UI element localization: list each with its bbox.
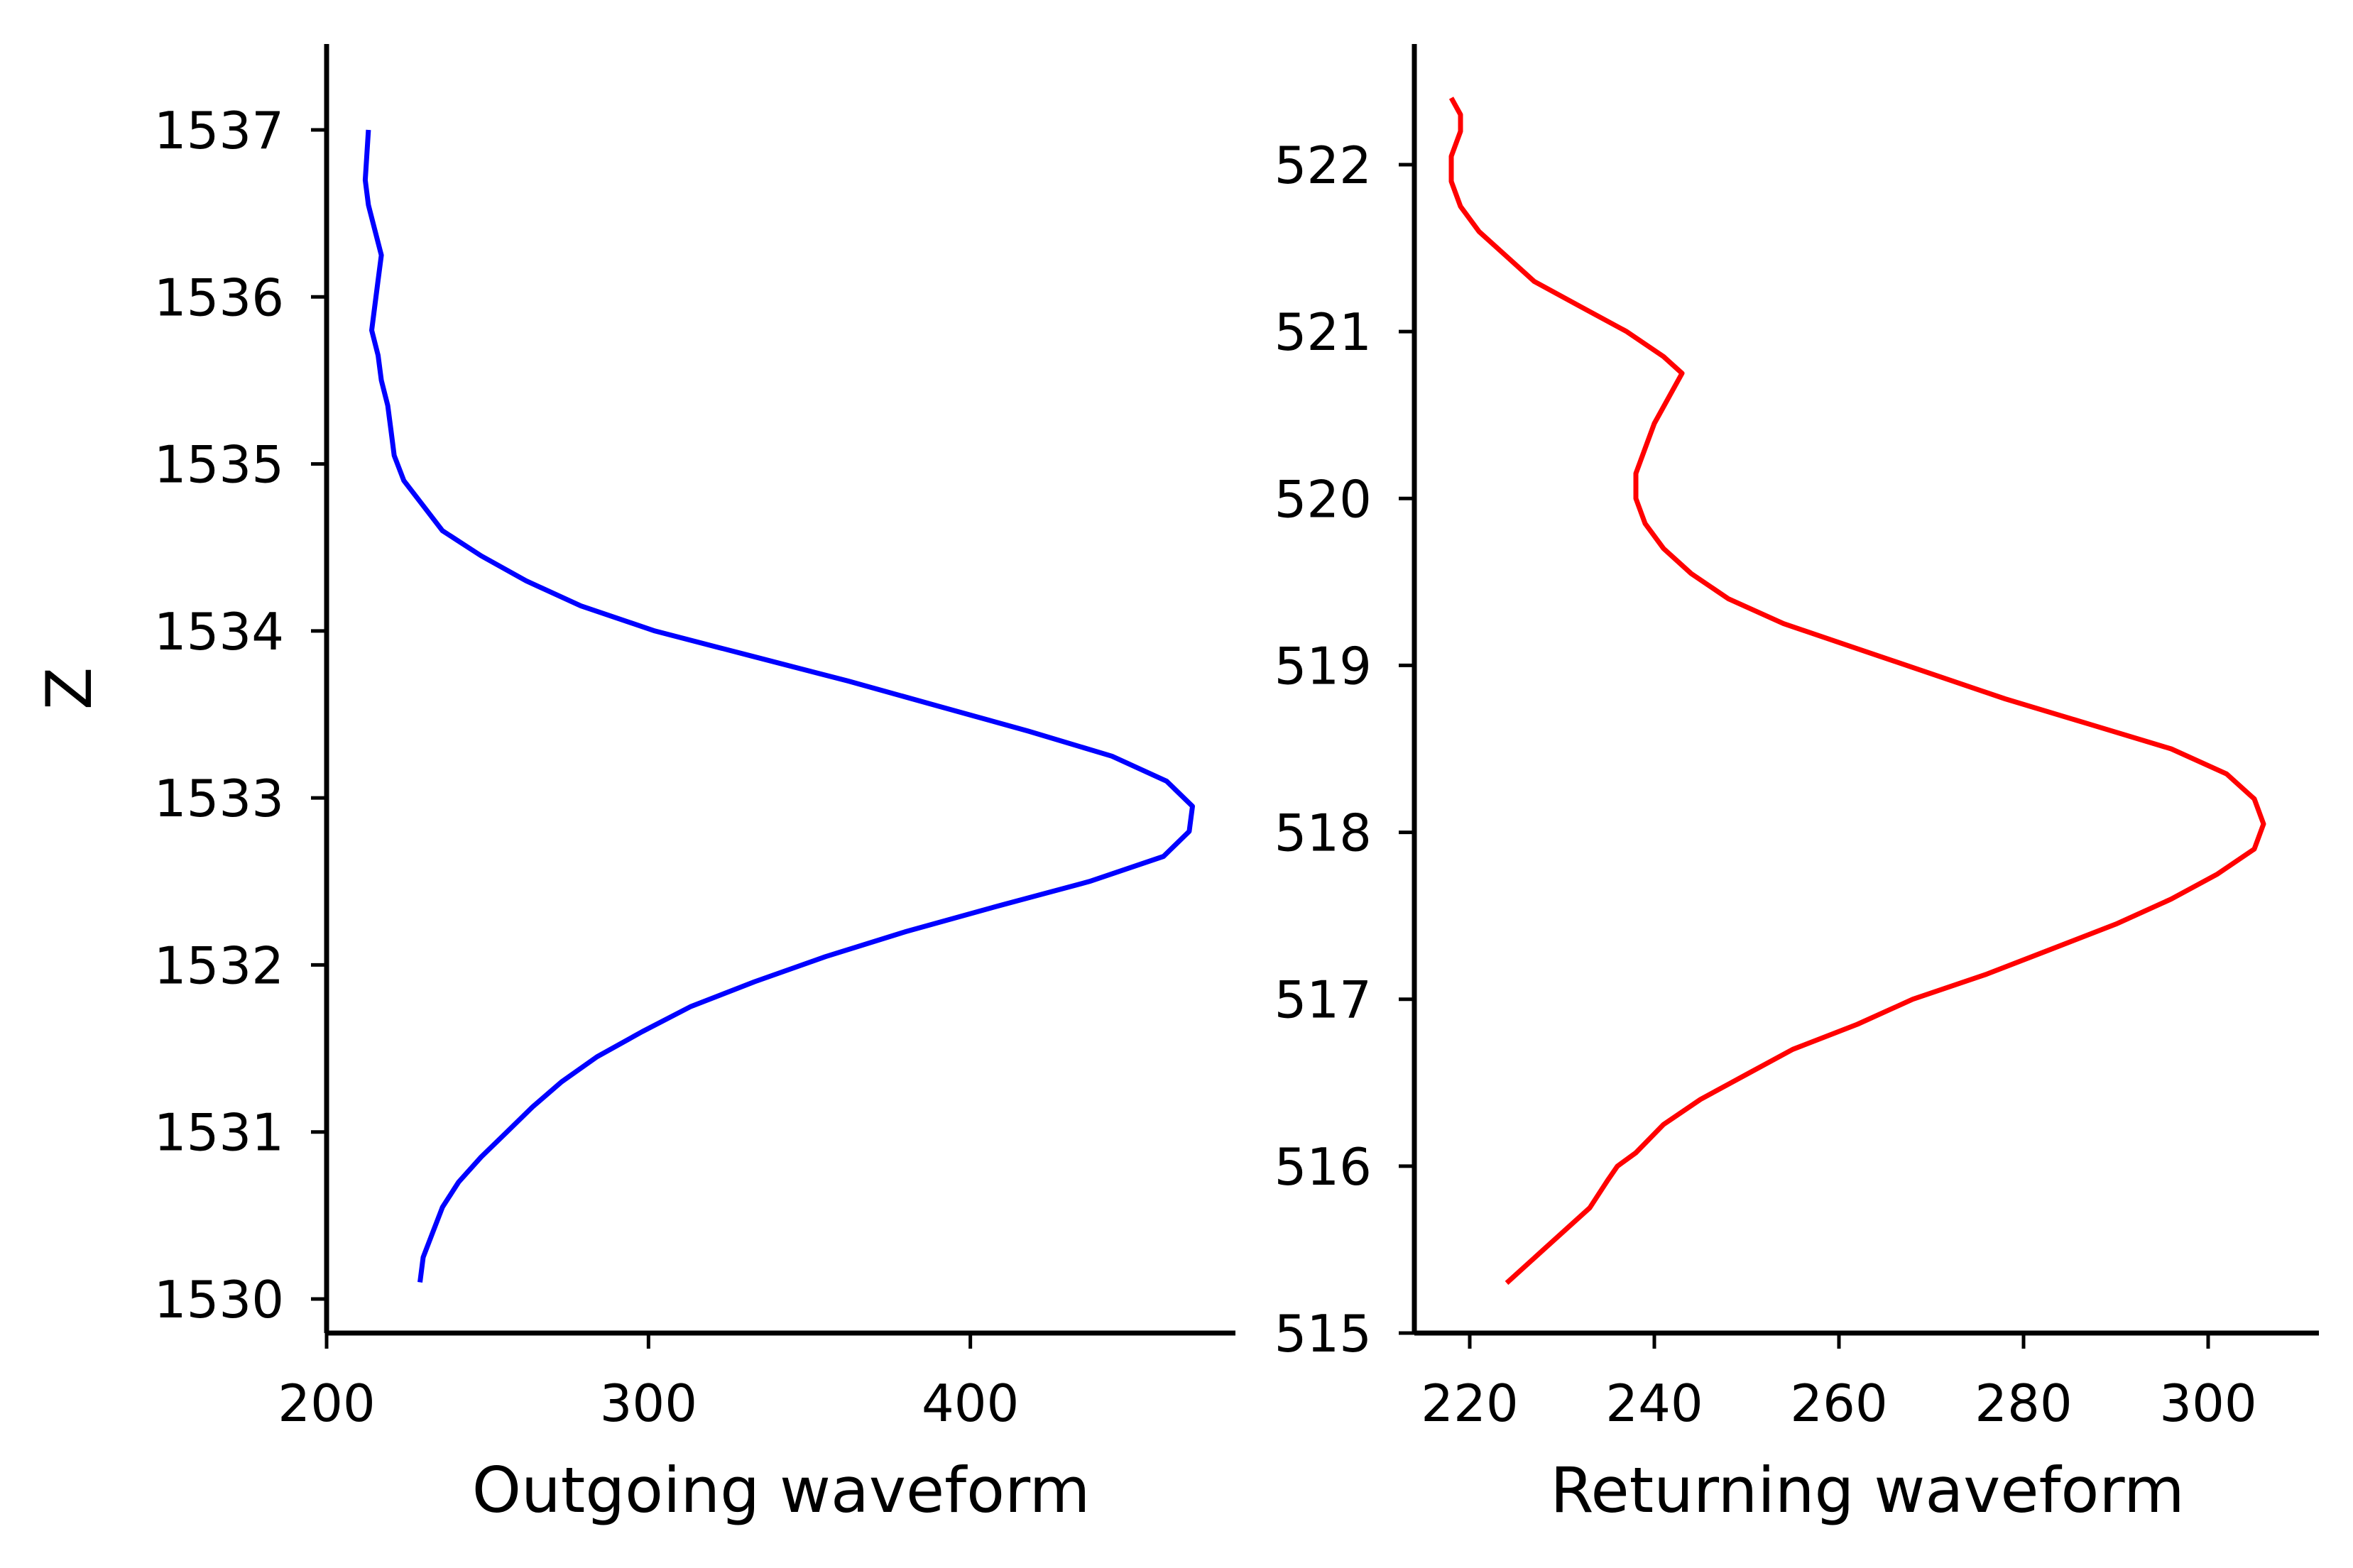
returning-waveform-line <box>1448 97 2266 1285</box>
y-tick-label: 1537 <box>154 101 284 160</box>
y-tick-label: 1532 <box>154 936 284 995</box>
x-tick-label: 400 <box>922 1374 1019 1433</box>
x-tick-label: 220 <box>1421 1374 1518 1433</box>
returning-waveform-panel: 515 516 517 518 519 520 521 522 220 240 260 280 300… <box>1274 44 2319 1527</box>
y-tick-label: 517 <box>1274 970 1372 1030</box>
x-tick-label: 300 <box>2159 1374 2256 1433</box>
left-y-axis-label: Z <box>33 667 106 710</box>
y-tick-label: 1531 <box>154 1103 284 1163</box>
x-tick-label: 300 <box>600 1374 697 1433</box>
y-tick-label: 1533 <box>154 769 284 828</box>
y-tick-label: 1530 <box>154 1270 284 1329</box>
left-x-ticks: 200 300 400 <box>278 1333 1019 1433</box>
x-tick-label: 280 <box>1975 1374 2072 1433</box>
y-tick-label: 1535 <box>154 435 284 495</box>
left-x-axis-label: Outgoing waveform <box>472 1454 1091 1527</box>
y-tick-label: 1534 <box>154 602 284 662</box>
y-tick-label: 521 <box>1274 302 1372 362</box>
y-tick-label: 1536 <box>154 268 284 327</box>
x-tick-label: 260 <box>1790 1374 1887 1433</box>
right-x-axis-label: Returning waveform <box>1550 1454 2184 1527</box>
outgoing-waveform-line <box>362 129 1195 1283</box>
y-tick-label: 515 <box>1274 1304 1372 1364</box>
outgoing-waveform-panel: 1530 1531 1532 1533 1534 1535 1536 1537 200 300 4… <box>33 44 1235 1527</box>
left-y-ticks: 1530 1531 1532 1533 1534 1535 1536 1537 <box>154 101 327 1329</box>
y-tick-label: 522 <box>1274 136 1372 195</box>
y-tick-label: 519 <box>1274 636 1372 696</box>
x-tick-label: 240 <box>1605 1374 1703 1433</box>
right-y-ticks: 515 516 517 518 519 520 521 522 <box>1274 136 1414 1364</box>
y-tick-label: 520 <box>1274 469 1372 529</box>
y-tick-label: 516 <box>1274 1137 1372 1197</box>
x-tick-label: 200 <box>278 1374 375 1433</box>
y-tick-label: 518 <box>1274 804 1372 863</box>
right-x-ticks: 220 240 260 280 300 <box>1421 1333 2257 1433</box>
